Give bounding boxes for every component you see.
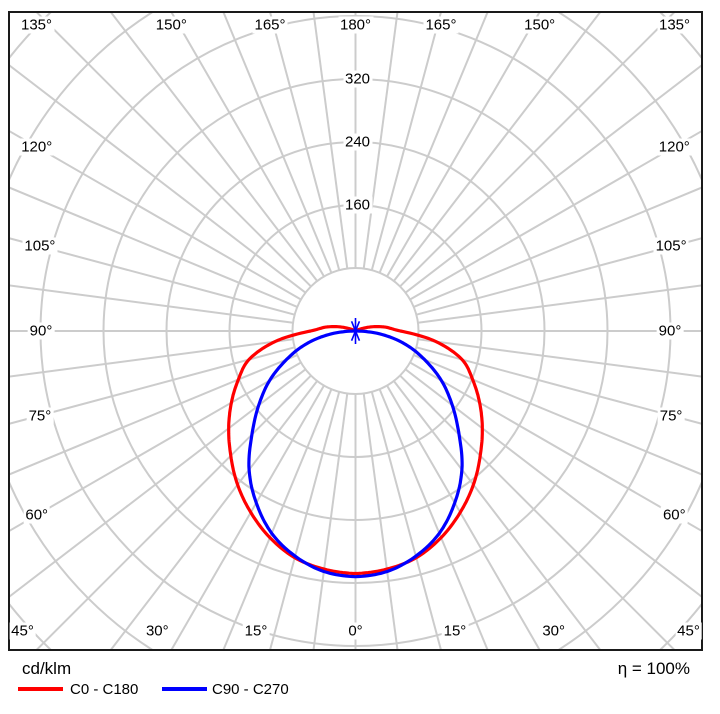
grid-spoke [110, 13, 318, 282]
grid-spoke [222, 13, 333, 274]
grid-spoke [399, 374, 675, 649]
grid-spoke [416, 237, 701, 316]
grid-spoke [10, 186, 298, 308]
grid-spoke [10, 354, 298, 476]
grid-spoke [409, 361, 701, 532]
grid-spoke [312, 13, 349, 269]
grid-spoke [362, 13, 399, 269]
grid-spoke [10, 284, 294, 324]
grid-spoke [399, 13, 675, 288]
grid-spoke [413, 354, 701, 476]
grid-spoke [10, 338, 294, 378]
grid-spoke [404, 368, 701, 598]
grid-spoke [370, 391, 442, 649]
grid-spoke [10, 64, 307, 294]
grid-spoke [409, 130, 701, 301]
curve-c90-c270 [247, 329, 464, 579]
grid-spoke [10, 368, 307, 598]
grid-spoke [416, 346, 701, 425]
grid-spoke [36, 13, 312, 288]
grid-spoke [10, 346, 295, 425]
grid-spoke [417, 338, 701, 378]
grid-spoke [413, 186, 701, 308]
grid-spoke [393, 380, 601, 649]
grid-spoke [36, 374, 312, 649]
grid-spoke [417, 284, 701, 324]
grid-spoke [170, 13, 325, 277]
grid-spoke [386, 385, 541, 649]
curve-c0-c180 [227, 325, 484, 576]
grid-spoke [378, 13, 489, 274]
plot-border [8, 11, 703, 651]
center-marker [350, 318, 361, 344]
grid-spoke [110, 380, 318, 649]
grid-spoke [312, 393, 349, 649]
grid-spoke [378, 388, 489, 649]
grid-spoke [10, 130, 302, 301]
grid-spoke [222, 388, 333, 649]
grid-spoke [170, 385, 325, 649]
grid-spoke [10, 361, 302, 532]
grid-spoke [404, 64, 701, 294]
grid-spoke [362, 393, 399, 649]
grid-spoke [386, 13, 541, 277]
grid-spoke [370, 13, 442, 271]
grid-spoke [10, 237, 295, 316]
grid-spoke [393, 13, 601, 282]
grid-spoke [269, 13, 341, 271]
grid-spoke [269, 391, 341, 649]
